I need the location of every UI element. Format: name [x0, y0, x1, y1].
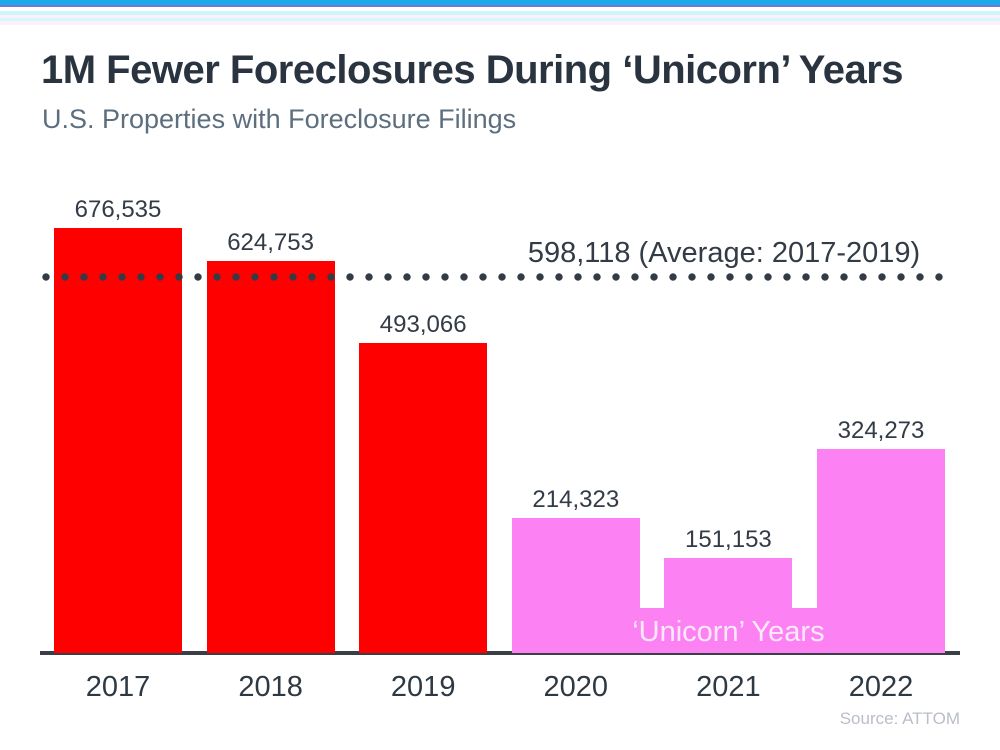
header-stripe-pink-1 [0, 15, 1000, 18]
bar-2019 [359, 343, 488, 653]
value-label-2017: 676,535 [74, 196, 162, 223]
x-tick-2022: 2022 [848, 671, 914, 703]
bar-2017 [54, 228, 182, 653]
average-line-label: 598,118 (Average: 2017-2019) [527, 237, 921, 270]
x-tick-2021: 2021 [696, 671, 761, 703]
x-tick-2018: 2018 [238, 671, 303, 703]
header-accent-line [0, 5, 1000, 7]
page-title: 1M Fewer Foreclosures During ‘Unicorn’ Y… [41, 48, 904, 92]
value-label-2020: 214,323 [532, 486, 620, 514]
value-label-2021: 151,153 [685, 526, 772, 554]
bar-2020 [511, 518, 640, 653]
average-dotted-line [42, 273, 945, 282]
bar-2021 [664, 558, 793, 653]
value-label-2022: 324,273 [837, 417, 925, 445]
value-label-2019: 493,066 [379, 311, 467, 339]
x-tick-2019: 2019 [390, 671, 456, 703]
x-tick-2020: 2020 [543, 671, 609, 703]
value-label-2018: 624,753 [227, 228, 314, 256]
header-stripe-cyan-2 [0, 18, 1000, 21]
source-attribution: Source: ATTOM [839, 709, 960, 728]
x-axis-line [40, 651, 960, 655]
header-stripe-cyan-1 [0, 11, 1000, 15]
header-accent-bar [0, 0, 1000, 5]
header-stripe-pink-2 [0, 21, 1000, 25]
x-tick-2017: 2017 [85, 671, 151, 703]
bar-2022 [817, 449, 945, 653]
bar-2018 [206, 260, 335, 653]
unicorn-years-annotation: ‘Unicorn’ Years [632, 616, 825, 648]
page-subtitle: U.S. Properties with Foreclosure Filings [42, 104, 517, 134]
